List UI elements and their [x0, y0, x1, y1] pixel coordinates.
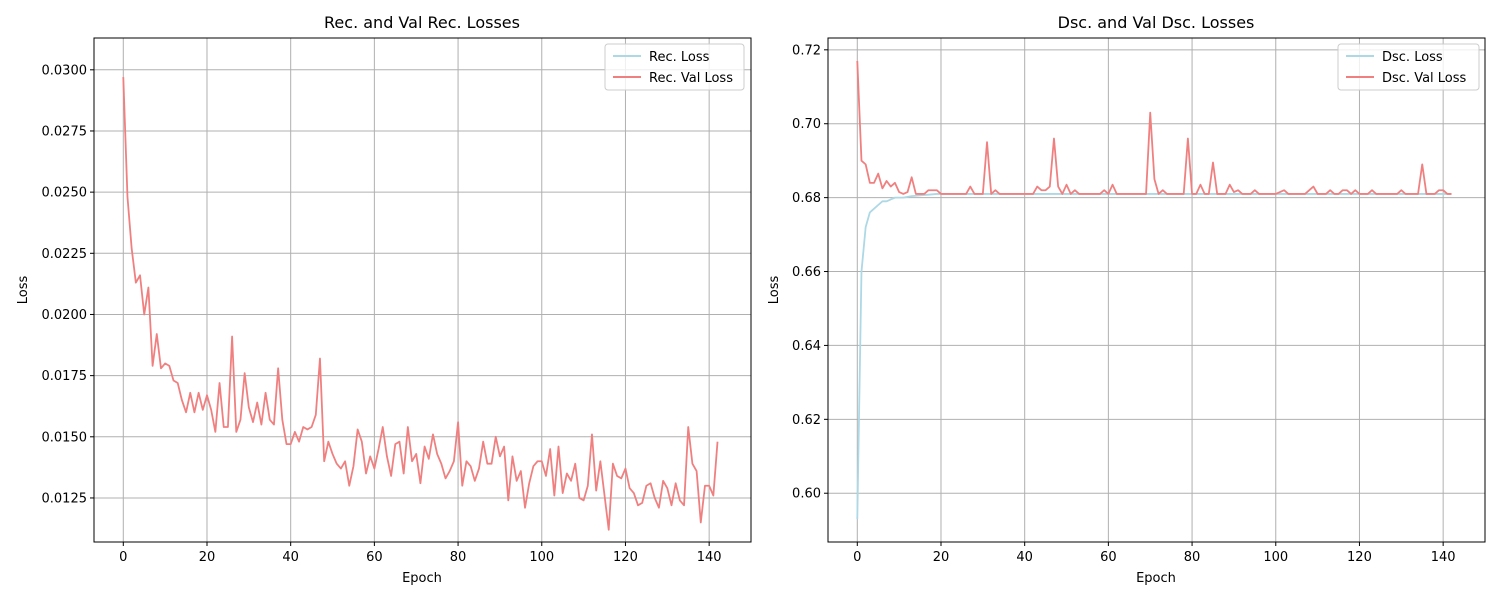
left-legend: Rec. Loss Rec. Val Loss [604, 43, 745, 91]
right-plot-lines [856, 60, 1452, 520]
right-legend-label-dsc-loss: Dsc. Loss [1382, 50, 1443, 65]
left-y-axis-label: Loss [16, 276, 31, 305]
right-y-gridlines [828, 49, 1485, 494]
right-x-ticks: 0 20 40 60 80 100 120 140 [853, 542, 1456, 565]
left-y-ticks: 0.0125 0.0150 0.0175 0.0200 0.0225 0.0250 0.02… [42, 63, 94, 506]
left-x-tick-label: 60 [366, 550, 383, 565]
right-series-line-dsc-val-loss [856, 60, 1452, 195]
left-subplot: Rec. and Val Rec. Losses 0.01250.01500.0… [16, 13, 752, 586]
right-x-tick-label: 60 [1100, 550, 1117, 565]
left-y-tick-label: 0.0150 [42, 430, 88, 445]
left-y-tick-label: 0.0300 [42, 63, 88, 78]
left-y-gridlines [94, 69, 751, 499]
right-x-tick-label: 0 [853, 550, 861, 565]
left-x-tick-label: 0 [119, 550, 127, 565]
right-y-tick-label: 0.68 [792, 191, 821, 206]
right-y-tick-label: 0.66 [792, 265, 821, 280]
right-x-tick-label: 140 [1431, 550, 1456, 565]
right-y-tick-label: 0.70 [792, 117, 821, 132]
left-legend-label-rec-val-loss: Rec. Val Loss [649, 71, 733, 86]
right-x-tick-label: 20 [933, 550, 950, 565]
right-x-tick-label: 40 [1016, 550, 1033, 565]
left-x-tick-label: 100 [529, 550, 554, 565]
right-y-tick-label: 0.64 [792, 339, 821, 354]
left-x-ticks: 0 20 40 60 80 100 120 140 [119, 542, 722, 565]
right-chart-title: Dsc. and Val Dsc. Losses [1058, 13, 1255, 32]
right-y-axis-label: Loss [767, 276, 782, 305]
left-legend-label-rec-loss: Rec. Loss [649, 50, 710, 65]
left-chart-title: Rec. and Val Rec. Losses [324, 13, 520, 32]
right-x-tick-label: 100 [1263, 550, 1288, 565]
left-x-axis-label: Epoch [402, 571, 442, 586]
right-plot-frame [827, 37, 1486, 543]
left-y-tick-label: 0.0250 [42, 186, 88, 201]
right-legend-label-dsc-val-loss: Dsc. Val Loss [1382, 71, 1467, 86]
left-plot-lines [122, 77, 719, 531]
right-subplot: Dsc. and Val Dsc. Losses 0.600.620.640.6… [767, 13, 1486, 586]
left-x-tick-label: 140 [697, 550, 722, 565]
right-y-ticks: 0.60 0.62 0.64 0.66 0.68 0.70 0.72 [792, 43, 828, 502]
left-y-tick-label: 0.0275 [42, 124, 88, 139]
left-series-line-rec-val-loss [122, 77, 719, 531]
left-y-tick-label: 0.0225 [42, 247, 88, 262]
left-y-tick-label: 0.0125 [42, 491, 88, 506]
right-legend: Dsc. Loss Dsc. Val Loss [1337, 43, 1480, 91]
left-y-tick-label: 0.0200 [42, 308, 88, 323]
right-y-tick-label: 0.72 [792, 43, 821, 58]
right-x-gridlines [856, 38, 1444, 542]
left-y-tick-label: 0.0175 [42, 369, 88, 384]
right-x-tick-label: 80 [1184, 550, 1201, 565]
right-y-tick-label: 0.60 [792, 487, 821, 502]
left-x-tick-label: 40 [282, 550, 299, 565]
left-plot-frame [93, 37, 752, 543]
right-y-tick-label: 0.62 [792, 413, 821, 428]
left-x-gridlines [122, 38, 710, 542]
left-x-tick-label: 120 [613, 550, 638, 565]
left-x-tick-label: 20 [199, 550, 216, 565]
right-x-axis-label: Epoch [1136, 571, 1176, 586]
right-x-tick-label: 120 [1347, 550, 1372, 565]
left-x-tick-label: 80 [450, 550, 467, 565]
